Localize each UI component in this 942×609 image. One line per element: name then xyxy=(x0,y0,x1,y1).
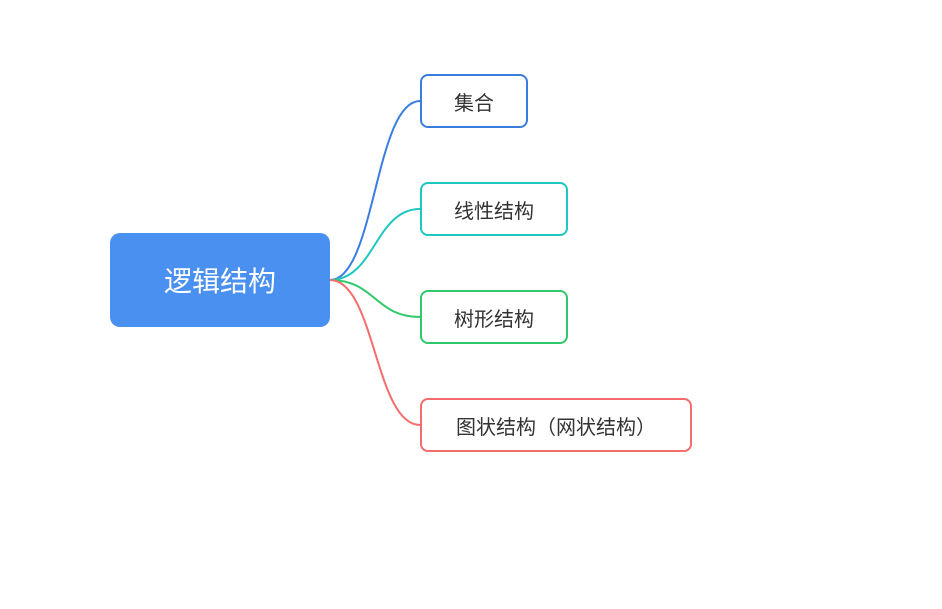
child-node-1-label: 集合 xyxy=(454,87,494,116)
child-node-3[interactable]: 树形结构 xyxy=(420,290,568,344)
child-node-3-label: 树形结构 xyxy=(454,303,534,332)
root-node[interactable]: 逻辑结构 xyxy=(110,233,330,327)
child-node-4[interactable]: 图状结构（网状结构） xyxy=(420,398,692,452)
child-node-1[interactable]: 集合 xyxy=(420,74,528,128)
child-node-2[interactable]: 线性结构 xyxy=(420,182,568,236)
edge-child-3 xyxy=(330,280,420,317)
edge-child-2 xyxy=(330,209,420,280)
edge-child-4 xyxy=(330,280,420,425)
mindmap-canvas: 逻辑结构 集合 线性结构 树形结构 图状结构（网状结构） xyxy=(0,0,942,609)
child-node-2-label: 线性结构 xyxy=(454,195,534,224)
child-node-4-label: 图状结构（网状结构） xyxy=(456,411,656,440)
edge-child-1 xyxy=(330,101,420,280)
root-node-label: 逻辑结构 xyxy=(164,260,276,300)
